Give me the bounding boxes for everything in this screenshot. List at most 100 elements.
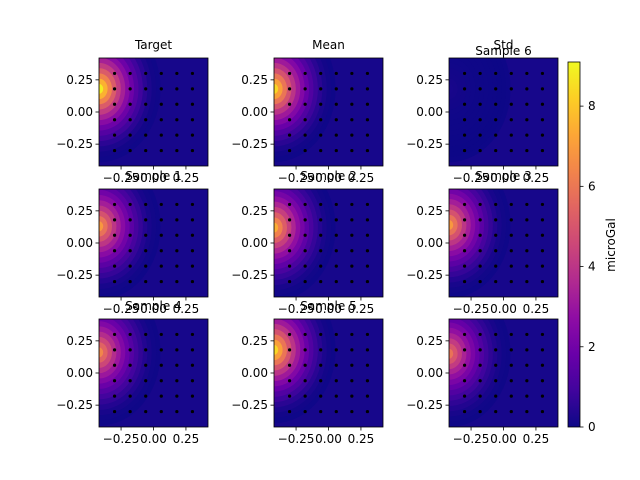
observation-point <box>540 71 545 76</box>
x-tick-label: 0.00 <box>490 302 517 316</box>
observation-point <box>509 409 513 414</box>
observation-point <box>319 409 323 414</box>
observation-point <box>190 102 195 106</box>
observation-point <box>128 279 132 284</box>
x-tick-label: −0.25 <box>103 432 140 446</box>
observation-point <box>303 87 307 91</box>
observation-point <box>365 379 370 383</box>
colorbar-tick-label: 0 <box>588 420 596 434</box>
observation-point <box>159 348 163 352</box>
observation-point <box>478 279 482 284</box>
observation-point <box>540 348 545 352</box>
observation-point <box>365 87 370 91</box>
observation-point <box>319 87 323 91</box>
observation-point <box>350 102 354 106</box>
contour-band <box>274 339 283 361</box>
observation-point <box>462 218 467 222</box>
observation-point <box>303 264 307 268</box>
y-tick-label: 0.25 <box>416 204 443 218</box>
observation-point <box>509 148 513 153</box>
subplot-title: Sample 3 <box>475 169 531 183</box>
y-tick-label: 0.00 <box>66 236 93 250</box>
observation-point <box>540 148 545 153</box>
x-tick-label: −0.25 <box>453 302 490 316</box>
contour-band <box>449 83 454 94</box>
subplot-title: Std <box>494 38 514 52</box>
observation-point <box>175 332 179 337</box>
observation-point <box>540 118 545 122</box>
colorbar-ticks: 0 2 4 6 8 <box>580 99 596 434</box>
observation-point <box>494 102 498 106</box>
contour-band <box>274 222 279 233</box>
y-tick-label: 0.25 <box>241 334 268 348</box>
subplot-title: Sample 5 <box>300 299 356 313</box>
observation-point <box>350 332 354 337</box>
observation-point <box>159 379 163 383</box>
observation-point <box>462 233 467 237</box>
observation-point <box>494 233 498 237</box>
observation-point <box>287 264 292 268</box>
observation-point <box>494 202 498 207</box>
observation-point <box>128 264 132 268</box>
observation-point <box>478 148 482 153</box>
y-tick-label: 0.00 <box>241 366 268 380</box>
observation-point <box>350 148 354 153</box>
observation-point <box>525 102 529 106</box>
y-tick-label: −0.25 <box>56 398 93 412</box>
observation-point <box>112 348 117 352</box>
subplot-panel: −0.25 0.00 0.250.250.00−0.25 <box>406 318 559 446</box>
observation-point <box>128 71 132 76</box>
observation-point <box>190 332 195 337</box>
observation-point <box>319 118 323 122</box>
observation-point <box>478 202 482 207</box>
contour-band <box>274 344 279 355</box>
observation-point <box>112 71 117 76</box>
observation-point <box>159 233 163 237</box>
observation-point <box>494 348 498 352</box>
contour-band <box>99 216 108 237</box>
observation-point <box>334 218 338 222</box>
x-tick-label: 0.00 <box>490 432 517 446</box>
observation-point <box>190 249 195 253</box>
observation-point <box>159 87 163 91</box>
observation-point <box>540 379 545 383</box>
observation-point <box>144 379 148 383</box>
observation-point <box>334 87 338 91</box>
y-tick-label: 0.25 <box>66 73 93 87</box>
observation-point <box>350 233 354 237</box>
y-tick-label: 0.00 <box>66 105 93 119</box>
y-tick-label: 0.00 <box>416 366 443 380</box>
observation-point <box>159 202 163 207</box>
observation-point <box>525 264 529 268</box>
y-tick-label: 0.00 <box>241 105 268 119</box>
colorbar: 0 2 4 6 8 microGal <box>567 61 618 434</box>
x-tick-label: 0.00 <box>140 302 167 316</box>
observation-point <box>365 264 370 268</box>
observation-point <box>494 87 498 91</box>
observation-point <box>287 409 292 414</box>
observation-point <box>112 133 117 137</box>
observation-point <box>319 379 323 383</box>
observation-point <box>540 249 545 253</box>
observation-point <box>128 233 132 237</box>
observation-point <box>462 409 467 414</box>
observation-point <box>365 233 370 237</box>
observation-point <box>365 363 370 367</box>
y-tick-label: 0.25 <box>66 334 93 348</box>
observation-point <box>494 409 498 414</box>
observation-point <box>175 348 179 352</box>
contour-band <box>99 347 104 358</box>
observation-point <box>287 279 292 284</box>
y-tick-label: 0.25 <box>66 204 93 218</box>
x-tick-label: 0.00 <box>490 171 517 185</box>
y-tick-label: −0.25 <box>56 137 93 151</box>
observation-point <box>494 133 498 137</box>
observation-point <box>319 133 323 137</box>
observation-point <box>112 379 117 383</box>
observation-point <box>525 279 529 284</box>
observation-point <box>319 264 323 268</box>
observation-point <box>525 133 529 137</box>
observation-point <box>159 409 163 414</box>
